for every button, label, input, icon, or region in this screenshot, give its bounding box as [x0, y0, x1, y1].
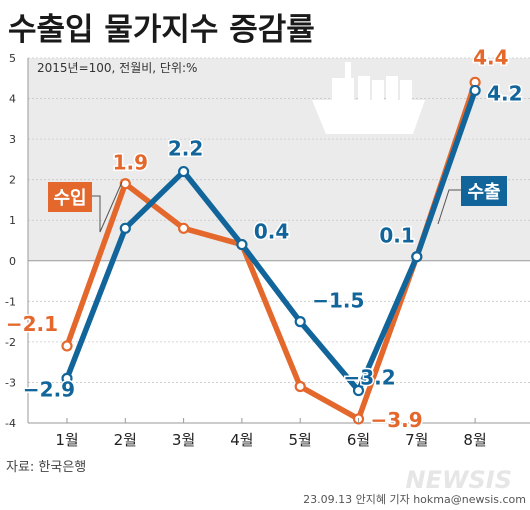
chart-subtitle: 2015년=100, 전월비, 단위:% — [37, 61, 197, 75]
x-tick-label: 7월 — [405, 431, 428, 449]
data-point — [352, 384, 365, 397]
data-point — [236, 238, 248, 251]
cargo-ship-icon — [312, 62, 425, 134]
legend-box-import — [48, 182, 92, 212]
data-point — [119, 222, 131, 234]
y-tick-label: 5 — [9, 52, 16, 65]
source-text: 자료: 한국은행 — [6, 459, 86, 475]
data-point — [178, 165, 190, 178]
data-point — [178, 222, 190, 234]
ship-container — [400, 80, 412, 100]
ship-bridge — [332, 78, 354, 100]
y-tick-label: -4 — [5, 417, 16, 430]
y-tick-label: -2 — [5, 336, 16, 349]
data-label: 0.4 — [254, 220, 289, 244]
y-axis-ticks: 5 4 3 2 1 0 -1 -2 -3 -4 — [5, 52, 16, 430]
data-point — [469, 84, 481, 97]
y-tick-label: -3 — [5, 376, 16, 389]
data-label: 2.2 — [168, 137, 203, 161]
x-tick-label: 4월 — [230, 431, 253, 449]
series-line-수출 — [64, 87, 478, 394]
ship-container — [386, 76, 398, 100]
x-tick-label: 2월 — [114, 431, 137, 449]
x-tick-label: 5월 — [289, 431, 312, 449]
data-label: −3.9 — [371, 408, 423, 432]
x-tick-label: 8월 — [463, 431, 486, 449]
x-tick-label: 1월 — [55, 431, 78, 449]
data-label: 4.4 — [473, 45, 508, 69]
data-point — [61, 340, 73, 352]
chart-title: 수출입 물가지수 증감률 — [8, 12, 315, 48]
data-point — [294, 316, 306, 328]
legend-leader-export — [437, 189, 461, 225]
legend-leader-import — [92, 181, 123, 233]
series-lines — [61, 76, 481, 425]
data-label: −2.9 — [23, 377, 75, 401]
newsis-logo: NEWSIS — [406, 466, 512, 494]
data-labels: −2.1 1.9 −3.9 4.4 −2.9 2.2 0.4 −1.5 −3.2 0.1 4.2 — [4, 44, 524, 434]
y-tick-label: 2 — [9, 174, 16, 187]
y-tick-label: 3 — [9, 133, 16, 146]
data-label: −1.5 — [312, 289, 364, 313]
data-label: −2.1 — [6, 312, 58, 336]
x-tick-label: 3월 — [172, 431, 195, 449]
data-label: 1.9 — [113, 151, 148, 175]
data-point — [61, 372, 73, 384]
data-point — [411, 251, 423, 263]
legend: 수입 수출 — [48, 176, 507, 233]
data-label: 0.1 — [379, 224, 414, 248]
credit-text: 23.09.13 안지혜 기자 hokma@newsis.com — [303, 493, 526, 506]
ship-container — [372, 80, 384, 100]
data-point — [294, 380, 306, 393]
y-tick-label: 4 — [9, 93, 16, 106]
data-label: 4.2 — [487, 81, 522, 105]
ship-hull — [312, 100, 425, 134]
data-point — [119, 178, 131, 190]
ship-funnel — [345, 62, 351, 78]
legend-box-export — [461, 176, 507, 206]
legend-label-export: 수출 — [467, 182, 500, 203]
ship-container — [358, 76, 370, 100]
data-label: −3.2 — [344, 366, 396, 390]
y-tick-label: 0 — [9, 255, 16, 268]
y-tick-label: -1 — [5, 295, 16, 308]
y-tick-label: 1 — [9, 214, 16, 227]
x-tick-label: 6월 — [347, 431, 370, 449]
x-axis-ticks: 1월 2월 3월 4월 5월 6월 7월 8월 — [55, 418, 487, 449]
legend-label-import: 수입 — [53, 187, 86, 209]
